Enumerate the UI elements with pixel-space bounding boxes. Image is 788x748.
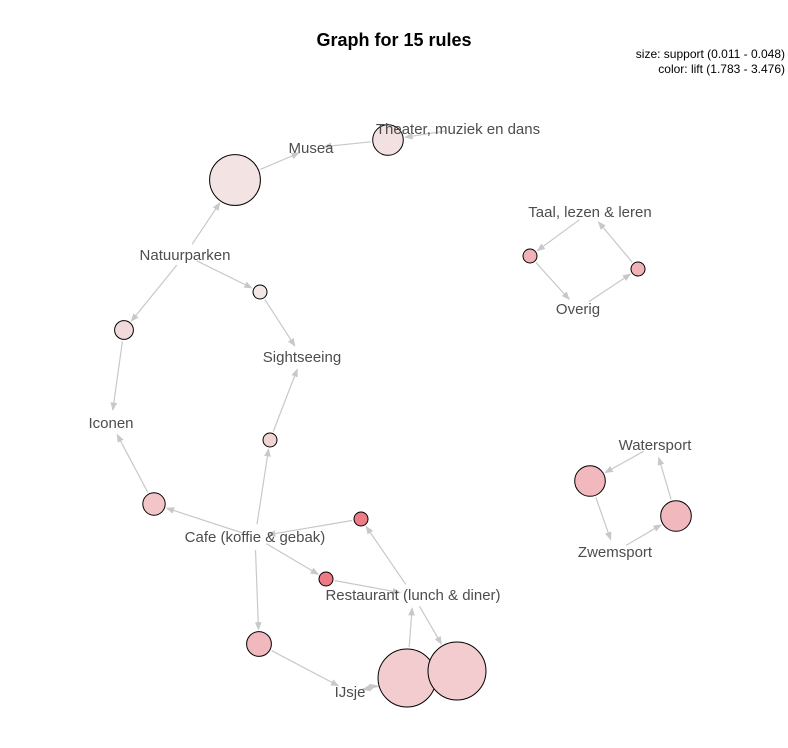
edge-cafe-to-r6 — [165, 507, 243, 534]
edge-zwemsport-to-r14 — [625, 524, 662, 546]
rule-node-r3 — [252, 284, 268, 300]
rule-node-r9 — [246, 631, 272, 657]
edge-natuurparken-to-r4 — [130, 264, 178, 322]
rule-node-r15 — [574, 465, 606, 497]
edge-r12-to-overig — [535, 262, 570, 301]
item-label-iconen: Iconen — [88, 415, 133, 432]
item-label-watersport: Watersport — [619, 437, 693, 454]
edge-r7-to-cafe — [266, 519, 353, 537]
edge-cafe-to-r9 — [254, 549, 262, 631]
edge-natuurparken-to-r3 — [196, 260, 253, 289]
legend-color: color: lift (1.783 - 3.476) — [658, 62, 785, 76]
rule-node-r4 — [114, 320, 134, 340]
rule-node-r1 — [372, 124, 404, 156]
rule-node-r12 — [522, 248, 538, 264]
item-label-ijsje: IJsje — [335, 684, 366, 701]
item-label-cafe: Cafe (koffie & gebak) — [185, 529, 326, 546]
edges-layer — [110, 130, 672, 692]
item-label-restaurant: Restaurant (lunch & diner) — [325, 587, 500, 604]
edge-r10-to-restaurant — [408, 607, 415, 648]
edge-r13-to-taal — [597, 221, 633, 263]
edge-natuurparken-to-r2 — [191, 202, 221, 245]
edge-r3-to-sightseeing — [264, 299, 296, 347]
edge-overig-to-r13 — [588, 273, 632, 303]
edge-taal-to-r12 — [536, 219, 580, 252]
edge-restaurant-to-r11 — [418, 605, 443, 645]
item-label-zwemsport: Zwemsport — [578, 544, 653, 561]
edge-r8-to-restaurant — [334, 580, 402, 595]
edge-theater-to-r1 — [404, 130, 446, 140]
item-label-overig: Overig — [556, 301, 600, 318]
edge-r1-to-musea — [323, 141, 371, 150]
rule-nodes-layer — [114, 124, 692, 708]
edge-cafe-to-r5 — [256, 448, 271, 525]
edge-restaurant-to-r7 — [365, 525, 407, 585]
rule-node-r8 — [318, 571, 334, 587]
edge-cafe-to-r8 — [265, 543, 320, 575]
rule-node-r14 — [660, 500, 692, 532]
edge-r14-to-watersport — [657, 456, 672, 500]
item-labels-layer: Musea Theater, muziek en dans Natuurparken… — [88, 121, 692, 701]
edge-r6-to-iconen — [116, 433, 149, 493]
edge-r5-to-sightseeing — [272, 368, 298, 432]
item-label-theater: Theater, muziek en dans — [376, 121, 540, 138]
item-label-musea: Musea — [288, 140, 334, 157]
item-label-sightseeing: Sightseeing — [263, 349, 341, 366]
rule-node-r6 — [142, 492, 166, 516]
item-label-natuurparken: Natuurparken — [140, 247, 231, 264]
rule-node-r5 — [262, 432, 278, 448]
rule-node-r10 — [377, 648, 437, 708]
rule-node-r11 — [427, 641, 487, 701]
item-label-taal: Taal, lezen & leren — [528, 204, 651, 221]
rule-node-r7 — [353, 511, 369, 527]
edge-r2-to-musea — [260, 152, 300, 170]
graph-title: Graph for 15 rules — [316, 30, 471, 50]
edge-r9-to-ijsje — [271, 650, 340, 687]
edge-r4-to-iconen — [110, 341, 123, 411]
rule-node-r2 — [209, 154, 261, 206]
rule-node-r13 — [630, 261, 646, 277]
edge-r15-to-zwemsport — [595, 497, 612, 541]
edge-watersport-to-r15 — [604, 450, 644, 474]
legend-size: size: support (0.011 - 0.048) — [636, 47, 785, 61]
